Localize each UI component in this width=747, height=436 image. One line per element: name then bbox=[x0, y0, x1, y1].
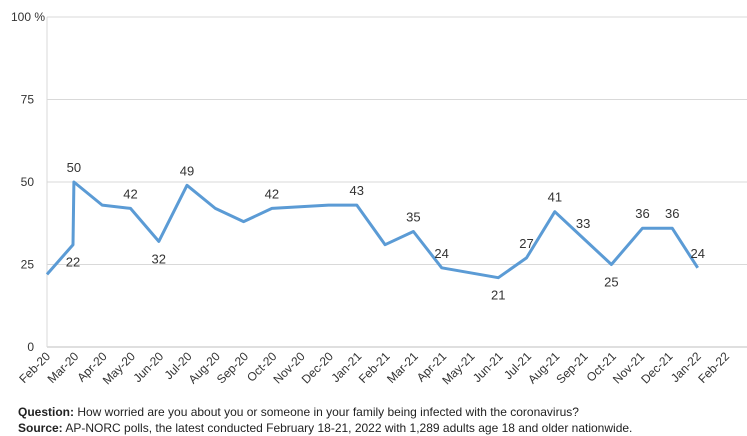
x-axis-ticks: Feb-20Mar-20Apr-20May-20Jun-20Jul-20Aug-… bbox=[16, 349, 732, 387]
x-tick-label: Dec-20 bbox=[299, 349, 336, 386]
gridlines bbox=[46, 16, 747, 348]
data-labels: 22 50 42 32 49 42 43 35 24 21 27 41 33 25 36 36 24 bbox=[66, 160, 705, 303]
x-tick-label: May-21 bbox=[439, 349, 477, 387]
data-label: 27 bbox=[519, 236, 533, 251]
x-tick-label: Sep-20 bbox=[214, 349, 251, 386]
data-label: 25 bbox=[604, 275, 618, 290]
y-tick-label: 0 bbox=[27, 340, 34, 354]
data-label: 24 bbox=[690, 246, 704, 261]
x-tick-label: Jun-20 bbox=[130, 349, 166, 385]
line-chart: 0 25 50 75 100 % Feb-20Mar-20Apr-20May-20Jun… bbox=[11, 10, 747, 387]
data-label: 21 bbox=[491, 288, 505, 303]
y-tick-label: 75 bbox=[21, 93, 35, 107]
y-tick-label: 100 % bbox=[11, 10, 45, 24]
x-tick-label: Mar-20 bbox=[45, 349, 82, 386]
data-label: 36 bbox=[635, 206, 649, 221]
source-note: Source: AP-NORC polls, the latest conduc… bbox=[18, 420, 747, 436]
question-note: Question: How worried are you about you … bbox=[18, 404, 747, 420]
y-tick-label: 25 bbox=[21, 258, 35, 272]
source-label: Source: bbox=[18, 421, 63, 435]
data-label: 22 bbox=[66, 255, 80, 270]
x-tick-label: Mar-21 bbox=[384, 349, 421, 386]
data-label: 24 bbox=[434, 246, 448, 261]
source-text: AP-NORC polls, the latest conducted Febr… bbox=[62, 421, 633, 435]
question-label: Question: bbox=[18, 405, 74, 419]
data-label: 35 bbox=[406, 210, 420, 225]
data-label: 43 bbox=[350, 183, 364, 198]
data-label: 41 bbox=[548, 190, 562, 205]
x-tick-label: Jun-21 bbox=[470, 349, 506, 385]
data-label: 49 bbox=[180, 163, 194, 178]
data-label: 36 bbox=[665, 206, 679, 221]
x-tick-label: May-20 bbox=[100, 349, 138, 387]
series-line bbox=[45, 180, 699, 280]
y-tick-label: 50 bbox=[21, 175, 35, 189]
x-tick-label: Dec-21 bbox=[638, 349, 675, 386]
data-label: 42 bbox=[123, 186, 137, 201]
data-label: 32 bbox=[152, 251, 166, 266]
data-label: 50 bbox=[67, 160, 81, 175]
question-text: How worried are you about you or someone… bbox=[74, 405, 579, 419]
x-tick-label: Feb-22 bbox=[695, 349, 732, 386]
data-label: 33 bbox=[576, 216, 590, 231]
x-tick-label: Sep-21 bbox=[553, 349, 590, 386]
y-axis-ticks: 0 25 50 75 100 % bbox=[11, 10, 45, 354]
data-label: 42 bbox=[265, 186, 279, 201]
